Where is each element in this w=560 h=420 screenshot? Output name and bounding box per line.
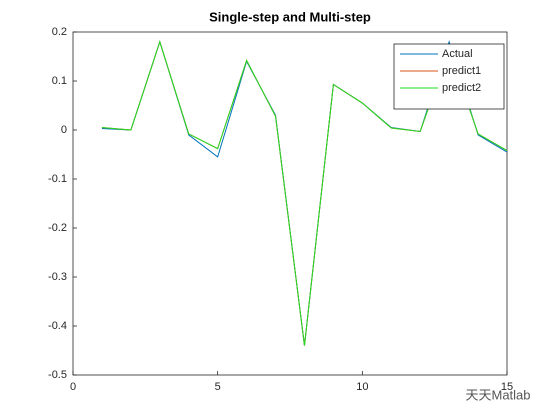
y-tick-label: 0.1 [52, 75, 67, 87]
x-tick-label: 15 [501, 381, 513, 393]
y-tick-label: -0.1 [48, 173, 67, 185]
y-tick-label: -0.2 [48, 222, 67, 234]
y-tick-label: -0.4 [48, 320, 67, 332]
legend-label: predict1 [442, 65, 481, 77]
legend-label: predict2 [442, 82, 481, 94]
y-tick-label: -0.5 [48, 369, 67, 381]
y-tick-label: -0.3 [48, 271, 67, 283]
watermark: 天天Matlab [465, 387, 530, 402]
y-tick-label: 0 [61, 124, 67, 136]
x-tick-label: 0 [70, 381, 76, 393]
x-tick-label: 10 [356, 381, 368, 393]
chart-title: Single-step and Multi-step [209, 9, 371, 24]
x-tick-label: 5 [215, 381, 221, 393]
y-tick-label: 0.2 [52, 26, 67, 38]
legend-box [393, 43, 505, 110]
legend-label: Actual [442, 48, 473, 60]
